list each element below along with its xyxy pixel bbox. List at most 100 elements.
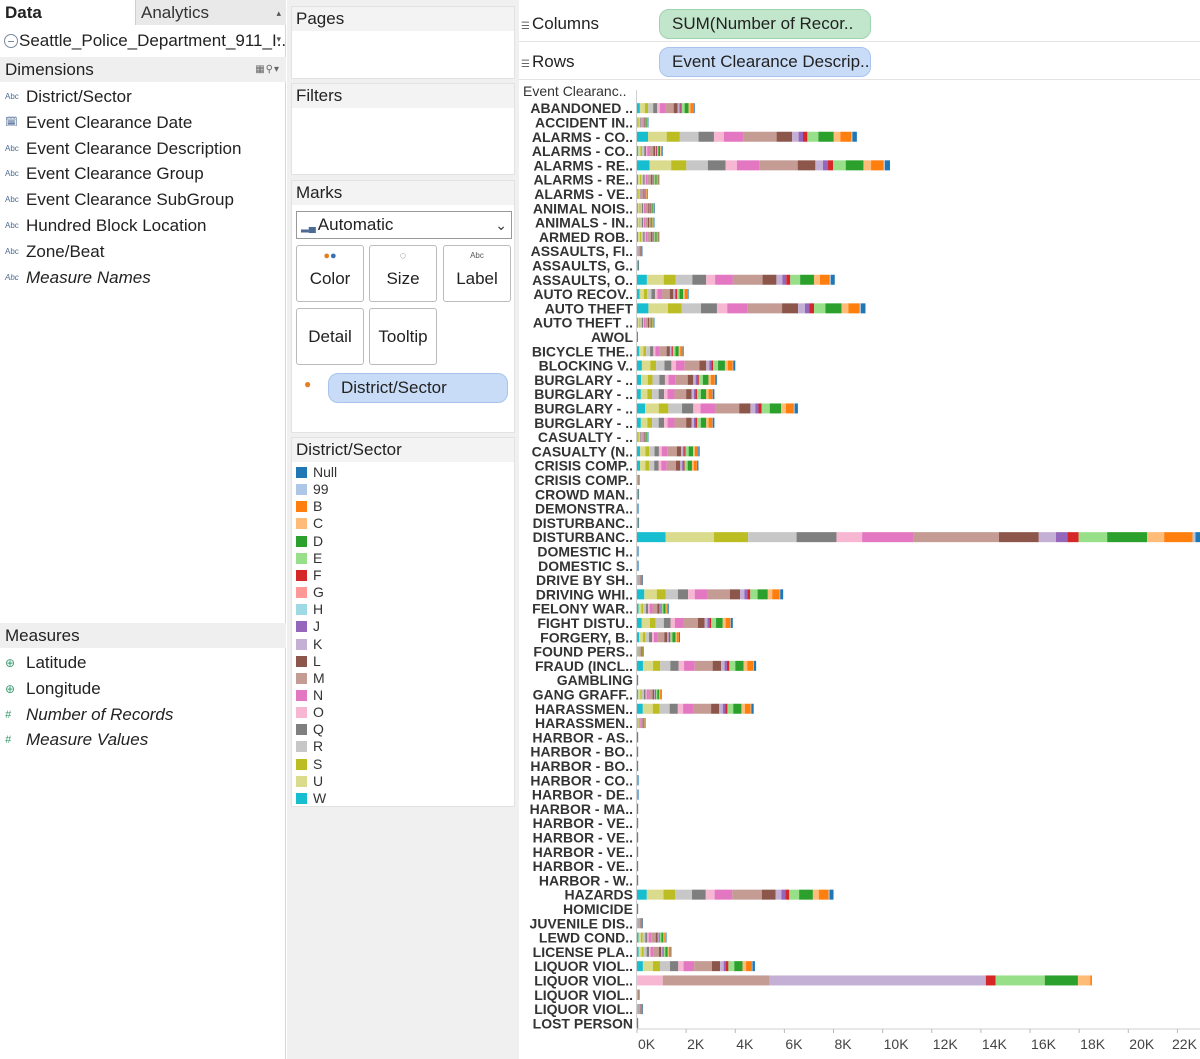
bar-segment[interactable] xyxy=(708,374,711,385)
legend-item-d[interactable]: D xyxy=(296,533,323,550)
bar-segment[interactable] xyxy=(691,460,694,471)
bar-segment[interactable] xyxy=(643,317,646,328)
bar-segment[interactable] xyxy=(637,603,639,614)
row-label[interactable]: AWOL xyxy=(591,329,633,345)
bar-segment[interactable] xyxy=(637,317,638,328)
bar-segment[interactable] xyxy=(798,303,805,314)
bar-segment[interactable] xyxy=(669,289,674,300)
bar-segment[interactable] xyxy=(642,117,645,128)
bar-segment[interactable] xyxy=(653,231,655,242)
bar-segment[interactable] xyxy=(637,718,638,729)
bar-segment[interactable] xyxy=(729,589,741,600)
bar-segment[interactable] xyxy=(1195,532,1200,543)
bar-segment[interactable] xyxy=(884,160,891,171)
bar-segment[interactable] xyxy=(707,589,730,600)
bar-segment[interactable] xyxy=(680,346,683,357)
bar-segment[interactable] xyxy=(666,346,670,357)
bar-segment[interactable] xyxy=(650,317,652,328)
bar-segment[interactable] xyxy=(652,231,654,242)
bar-segment[interactable] xyxy=(647,117,649,128)
bar-segment[interactable] xyxy=(718,360,725,371)
bar-segment[interactable] xyxy=(643,603,646,614)
bar-segment[interactable] xyxy=(687,289,689,300)
bar-segment[interactable] xyxy=(769,403,781,414)
legend-item-e[interactable]: E xyxy=(296,550,322,567)
label-button[interactable]: Abc Label xyxy=(443,245,511,302)
legend-item-null[interactable]: Null xyxy=(296,464,337,481)
bar-segment[interactable] xyxy=(643,946,647,957)
bar-segment[interactable] xyxy=(677,103,680,114)
bar-segment[interactable] xyxy=(637,403,646,414)
bar-segment[interactable] xyxy=(871,160,884,171)
bar-segment[interactable] xyxy=(637,789,639,800)
bar-segment[interactable] xyxy=(814,303,826,314)
row-header-title[interactable]: Event Clearanc.. xyxy=(523,83,627,99)
bar-segment[interactable] xyxy=(645,174,648,185)
bar-segment[interactable] xyxy=(646,188,647,199)
bar-segment[interactable] xyxy=(641,946,644,957)
bar-segment[interactable] xyxy=(641,603,644,614)
bar-segment[interactable] xyxy=(682,403,694,414)
bar-segment[interactable] xyxy=(659,103,665,114)
bar-segment[interactable] xyxy=(652,689,655,700)
bar-segment[interactable] xyxy=(707,617,710,628)
bar-segment[interactable] xyxy=(664,374,669,385)
bar-segment[interactable] xyxy=(794,403,798,414)
bar-segment[interactable] xyxy=(638,146,641,157)
bar-segment[interactable] xyxy=(667,446,677,457)
detail-button[interactable]: Detail xyxy=(296,308,364,365)
bar-segment[interactable] xyxy=(637,317,640,328)
bar-segment[interactable] xyxy=(660,603,662,614)
bar-segment[interactable] xyxy=(670,660,679,671)
bar-segment[interactable] xyxy=(655,146,657,157)
bar-segment[interactable] xyxy=(671,346,673,357)
bar-segment[interactable] xyxy=(722,617,726,628)
bar-segment[interactable] xyxy=(648,203,650,214)
bar-segment[interactable] xyxy=(642,646,643,657)
bar-segment[interactable] xyxy=(638,918,639,929)
bar-segment[interactable] xyxy=(647,432,648,443)
bar-segment[interactable] xyxy=(637,832,639,843)
bar-segment[interactable] xyxy=(677,589,689,600)
bar-segment[interactable] xyxy=(862,532,914,543)
bar-segment[interactable] xyxy=(714,889,733,900)
bar-segment[interactable] xyxy=(675,374,688,385)
bar-segment[interactable] xyxy=(655,617,664,628)
bar-segment[interactable] xyxy=(659,932,662,943)
bar-segment[interactable] xyxy=(809,303,815,314)
bar-segment[interactable] xyxy=(686,389,692,400)
bar-segment[interactable] xyxy=(725,703,728,714)
bar-segment[interactable] xyxy=(798,131,803,142)
bar-segment[interactable] xyxy=(637,732,639,743)
bar-segment[interactable] xyxy=(640,117,642,128)
stacked-bar-chart[interactable]: ABANDONED ..ACCIDENT IN..ALARMS - CO..AL… xyxy=(519,82,1200,1059)
bar-segment[interactable] xyxy=(638,718,639,729)
row-label[interactable]: DOMESTIC H.. xyxy=(537,543,633,559)
bar-segment[interactable] xyxy=(653,231,654,242)
bar-segment[interactable] xyxy=(712,389,714,400)
bar-segment[interactable] xyxy=(828,889,830,900)
bar-segment[interactable] xyxy=(637,131,648,142)
bar-segment[interactable] xyxy=(682,460,684,471)
bar-segment[interactable] xyxy=(693,389,696,400)
bar-segment[interactable] xyxy=(693,460,697,471)
bar-segment[interactable] xyxy=(641,360,651,371)
bar-segment[interactable] xyxy=(751,961,753,972)
bar-segment[interactable] xyxy=(646,146,648,157)
bar-segment[interactable] xyxy=(985,975,996,986)
bar-segment[interactable] xyxy=(637,303,649,314)
bar-segment[interactable] xyxy=(1077,975,1091,986)
bar-segment[interactable] xyxy=(674,389,687,400)
bar-segment[interactable] xyxy=(647,188,648,199)
bar-segment[interactable] xyxy=(650,360,657,371)
bar-segment[interactable] xyxy=(638,246,639,257)
bar-segment[interactable] xyxy=(860,303,866,314)
bar-segment[interactable] xyxy=(643,231,645,242)
row-label[interactable]: ALARMS - CO.. xyxy=(532,129,633,145)
bar-segment[interactable] xyxy=(645,460,649,471)
bar-segment[interactable] xyxy=(645,188,647,199)
bar-segment[interactable] xyxy=(649,946,651,957)
row-label[interactable]: LIQUOR VIOL.. xyxy=(534,987,633,1003)
bar-segment[interactable] xyxy=(883,160,885,171)
chevron-down-icon[interactable]: ▾ xyxy=(273,64,280,75)
